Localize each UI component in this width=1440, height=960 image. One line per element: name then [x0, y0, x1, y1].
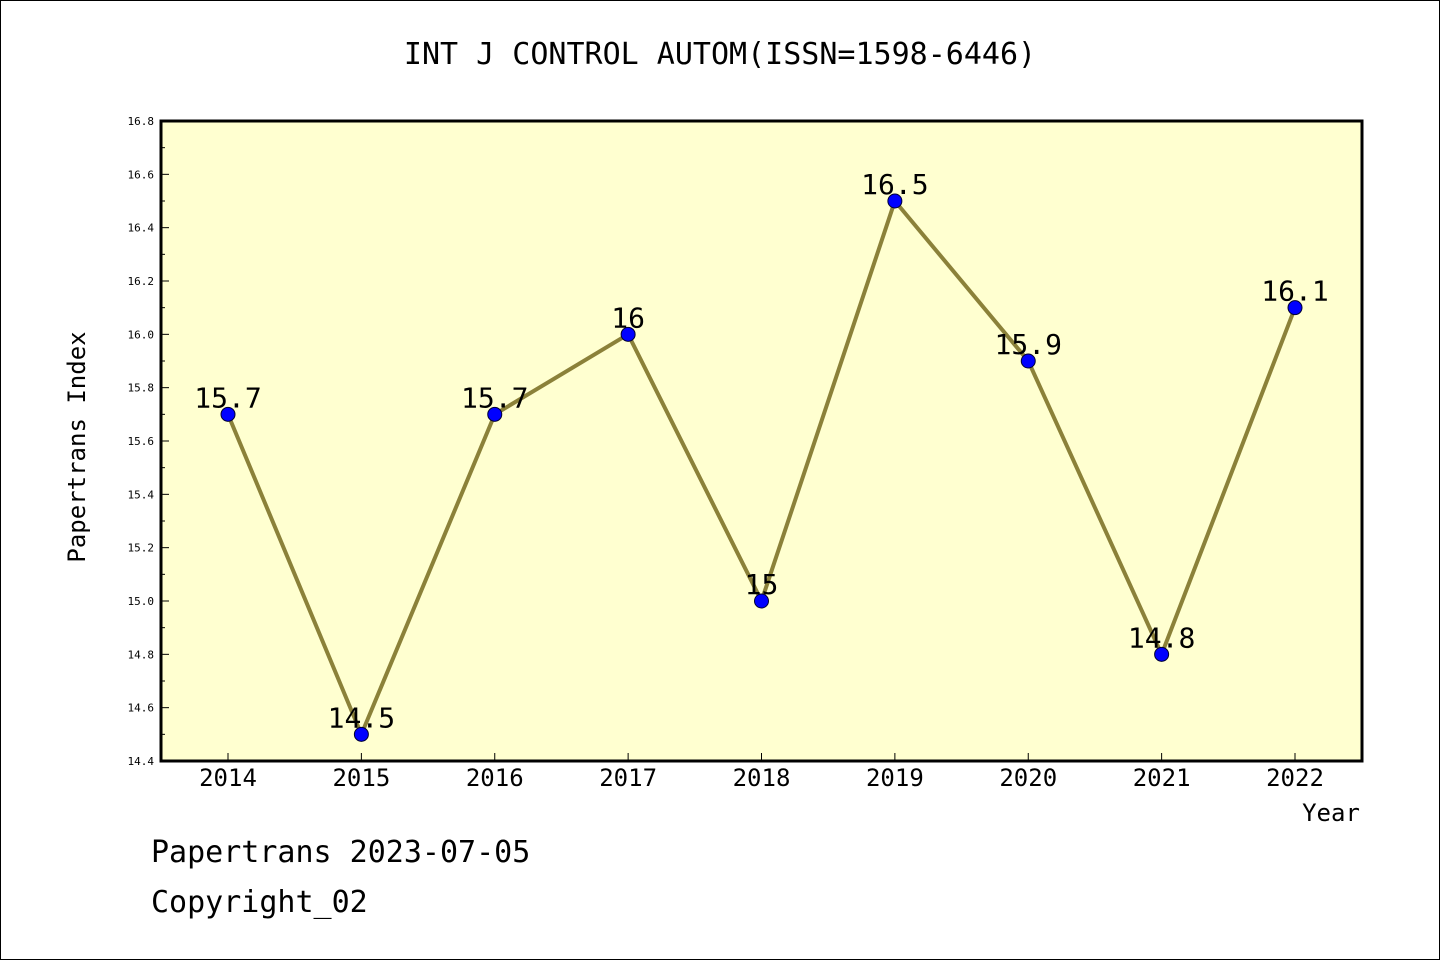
- data-point: [487, 406, 503, 422]
- x-tick-label: 2014: [199, 764, 257, 792]
- data-point: [353, 726, 369, 742]
- x-tick-label: 2019: [866, 764, 924, 792]
- data-point: [1020, 353, 1036, 369]
- y-tick-label: 14.8: [128, 648, 155, 661]
- y-tick-label: 16.8: [128, 115, 155, 128]
- data-label: 15.9: [995, 328, 1062, 361]
- y-tick-label: 14.4: [128, 755, 155, 768]
- data-point: [1287, 300, 1303, 316]
- y-tick-label: 14.6: [128, 702, 155, 715]
- x-tick-label: 2018: [733, 764, 791, 792]
- data-point: [754, 593, 769, 609]
- y-tick-label: 16.0: [128, 328, 155, 341]
- data-point: [220, 406, 236, 422]
- footer-copyright: Copyright_02: [151, 885, 368, 920]
- plot-border: [159, 119, 1364, 763]
- y-tick-label: 15.2: [128, 542, 155, 555]
- footer-date: Papertrans 2023-07-05: [151, 835, 531, 870]
- data-label: 15: [745, 568, 779, 601]
- data-label: 16.1: [1261, 275, 1328, 308]
- y-tick-label: 15.8: [128, 382, 155, 395]
- y-tick-label: 15.6: [128, 435, 155, 448]
- data-point: [887, 193, 903, 209]
- data-point: [620, 326, 636, 342]
- x-tick-label: 2020: [999, 764, 1057, 792]
- y-tick-label: 16.6: [128, 168, 155, 181]
- data-label: 15.7: [194, 381, 261, 414]
- data-label: 16.5: [861, 168, 928, 201]
- x-tick-label: 2022: [1266, 764, 1324, 792]
- x-axis-label: Year: [1302, 799, 1360, 827]
- y-tick-label: 16.2: [128, 275, 155, 288]
- x-tick-label: 2021: [1133, 764, 1191, 792]
- data-label: 14.5: [328, 701, 395, 734]
- y-tick-label: 15.4: [128, 488, 155, 501]
- x-tick-label: 2016: [466, 764, 524, 792]
- y-tick-label: 15.0: [128, 595, 155, 608]
- plot-area: [161, 121, 1362, 761]
- data-label: 15.7: [461, 381, 528, 414]
- x-tick-label: 2017: [599, 764, 657, 792]
- data-point: [1154, 646, 1170, 662]
- data-label: 16: [611, 301, 645, 334]
- chart-title: INT J CONTROL AUTOM(ISSN=1598-6446): [403, 37, 1037, 72]
- y-tick-label: 16.4: [128, 222, 155, 235]
- x-tick-label: 2015: [332, 764, 390, 792]
- y-axis-label: Papertrans Index: [63, 331, 91, 562]
- data-label: 14.8: [1128, 621, 1195, 654]
